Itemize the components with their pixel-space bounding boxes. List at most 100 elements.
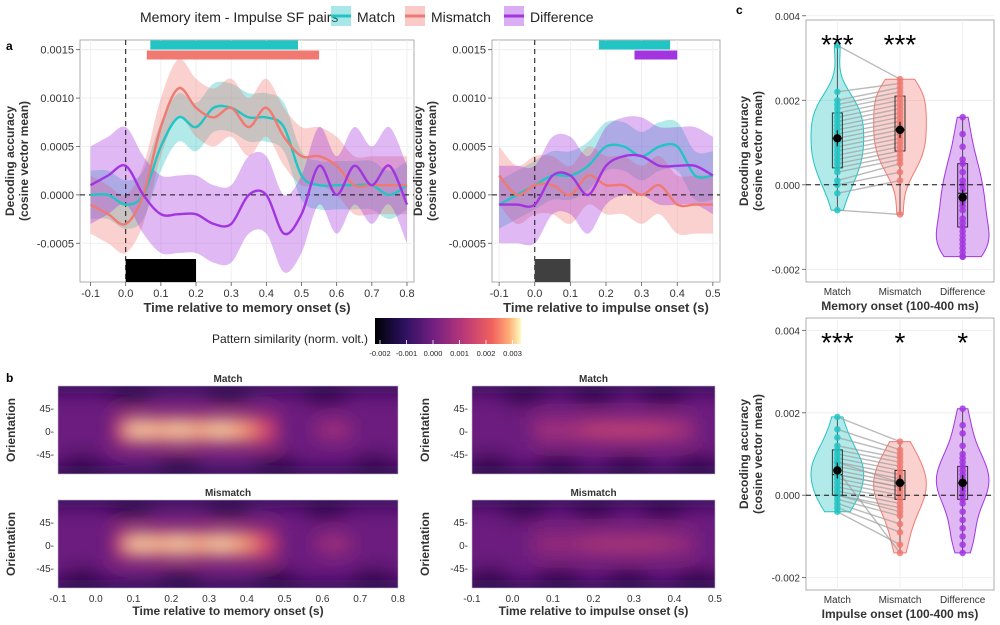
paired-line bbox=[837, 120, 901, 135]
heatmap-frame bbox=[471, 499, 716, 589]
paired-line bbox=[837, 133, 901, 148]
mean-marker-match bbox=[833, 134, 842, 143]
heatmap-peak bbox=[202, 424, 239, 436]
heatmap-x-tick-label: 0.5 bbox=[708, 594, 722, 605]
heatmap-dark-patch bbox=[108, 501, 153, 519]
y-tick-label: 0.004 bbox=[775, 12, 800, 23]
heatmap-image-mismatch bbox=[58, 500, 398, 588]
heatmap-dark-patch bbox=[157, 569, 202, 587]
heatmap-peak bbox=[123, 538, 160, 550]
heatmap-x-tick-label: 0.3 bbox=[202, 594, 216, 605]
x-tick-label: -0.1 bbox=[490, 288, 509, 300]
heatmap-dark-patch bbox=[206, 387, 250, 405]
mean-marker-mismatch bbox=[895, 478, 905, 488]
plot-area bbox=[79, 39, 415, 283]
heatmap-x-axis-label: Time relative to impulse onset (s) bbox=[499, 604, 689, 618]
heatmap-blobs bbox=[58, 500, 398, 588]
data-point-match bbox=[834, 189, 841, 197]
x-tick-label-match: Match bbox=[824, 595, 851, 606]
heatmap-dark-patch bbox=[254, 455, 299, 473]
data-point-difference bbox=[959, 206, 966, 214]
paired-line bbox=[837, 44, 901, 80]
x-tick-label: 0.3 bbox=[634, 288, 649, 300]
heatmap-blobs bbox=[58, 386, 398, 474]
colorbar-tick-label: 0.001 bbox=[450, 349, 469, 358]
heatmap-y-tick-label: -45- bbox=[450, 450, 468, 461]
heatmap-dark-band-bottom bbox=[58, 580, 398, 588]
data-point-difference bbox=[959, 442, 966, 450]
heatmap-dark-band-bottom bbox=[472, 466, 715, 474]
heatmap-y-tick-label: 0- bbox=[459, 427, 468, 438]
paired-line bbox=[837, 428, 901, 451]
paired-line bbox=[837, 453, 901, 468]
heatmap-image-match bbox=[58, 386, 398, 474]
heatmap-dark-patch bbox=[536, 455, 581, 473]
x-tick-label: -0.1 bbox=[81, 288, 100, 300]
data-point-mismatch bbox=[896, 211, 904, 218]
heatmap-dark-patch bbox=[675, 569, 715, 587]
heatmap-x-tick-label: 0.0 bbox=[506, 594, 520, 605]
heatmap-dark-patch bbox=[536, 569, 581, 587]
heatmap-dark-patch bbox=[472, 455, 512, 473]
paired-line bbox=[837, 82, 901, 93]
x-tick-label: 0.4 bbox=[259, 288, 274, 300]
paired-line bbox=[837, 179, 901, 194]
y-tick-label: -0.0005 bbox=[449, 238, 486, 250]
heatmap-band-mid bbox=[575, 422, 676, 438]
y-tick-label: -0.002 bbox=[772, 574, 801, 585]
data-point-match bbox=[834, 413, 841, 421]
data-point-difference bbox=[959, 185, 966, 193]
ci-ribbon-difference bbox=[499, 116, 713, 246]
y-axis-label: Decoding accuracy bbox=[737, 399, 751, 509]
heatmap-x-tick-label: 0.4 bbox=[668, 594, 682, 605]
heatmap-dark-band-bottom bbox=[472, 580, 715, 588]
heatmap-peak bbox=[160, 424, 197, 436]
heatmap-x-tick-label: 0.2 bbox=[164, 594, 178, 605]
y-tick-label: 0.0010 bbox=[40, 93, 74, 105]
data-point-difference bbox=[959, 253, 966, 260]
heatmap-dark-band-bottom bbox=[58, 466, 398, 474]
heatmap-title-mismatch: Mismatch bbox=[570, 488, 616, 499]
heatmap-frame bbox=[471, 385, 716, 475]
data-point-difference bbox=[959, 168, 966, 176]
heatmap-y-tick-label: -45- bbox=[450, 564, 468, 575]
heatmap-y-tick-label: 45- bbox=[40, 404, 54, 415]
data-point-mismatch bbox=[896, 549, 904, 557]
heatmap-frame bbox=[57, 385, 399, 475]
heatmap-peak bbox=[160, 538, 197, 550]
heatmap-dark-patch bbox=[108, 387, 153, 405]
colorbar-tick-label: 0.000 bbox=[424, 349, 443, 358]
paired-line bbox=[837, 461, 901, 476]
ci-ribbon-mismatch bbox=[499, 146, 713, 236]
data-point-difference bbox=[959, 130, 966, 138]
heatmap-x-tick-label: 0.6 bbox=[315, 594, 329, 605]
heatmap-band-mid bbox=[575, 536, 676, 552]
heatmap-dark-patch bbox=[351, 455, 396, 473]
paired-line bbox=[837, 436, 901, 455]
y-tick-label: 0.0010 bbox=[452, 93, 486, 105]
paired-line bbox=[837, 95, 901, 110]
x-tick-label: 0.3 bbox=[224, 288, 239, 300]
heatmap-dark-patch bbox=[303, 387, 348, 405]
heatmap-dark-patch bbox=[640, 501, 685, 519]
data-point-match bbox=[834, 458, 841, 466]
heatmap-x-tick-label: 0.3 bbox=[627, 594, 641, 605]
heatmap-y-axis-label: Orientation bbox=[4, 398, 18, 462]
x-tick-label-mismatch: Mismatch bbox=[879, 287, 922, 298]
heatmap-dark-patch bbox=[472, 569, 512, 587]
heatmap-late-blob bbox=[313, 535, 354, 553]
x-tick-label: 0.7 bbox=[364, 288, 379, 300]
significance-stars-mismatch: * bbox=[895, 327, 906, 358]
data-point-match bbox=[834, 42, 841, 49]
significance-bar-difference bbox=[634, 50, 678, 60]
heatmap-dark-patch bbox=[254, 569, 299, 587]
legend: Memory item - Impulse SF pairs Match Mism… bbox=[140, 6, 594, 26]
heatmap-x-tick-label: 0.1 bbox=[127, 594, 141, 605]
significance-bar-match bbox=[598, 40, 671, 50]
data-point-difference bbox=[959, 421, 966, 429]
colorbar-tick-label: 0.003 bbox=[503, 349, 522, 358]
x-tick-label: 0.6 bbox=[329, 288, 344, 300]
colorbar-tick-label: -0.002 bbox=[369, 349, 390, 358]
paired-line bbox=[836, 470, 901, 554]
paired-line bbox=[837, 449, 901, 463]
